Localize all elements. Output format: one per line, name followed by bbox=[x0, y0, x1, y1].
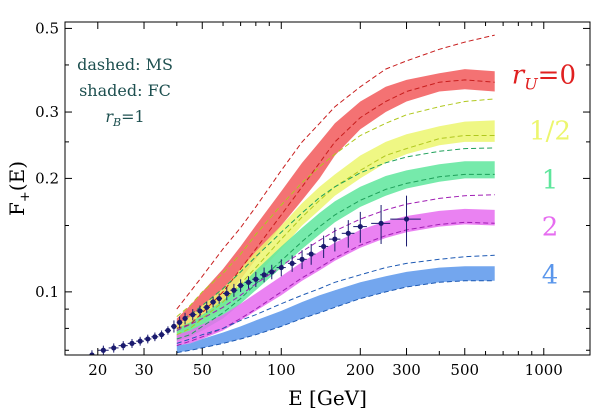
data-point bbox=[341, 220, 355, 248]
data-point bbox=[244, 276, 253, 289]
bands-layer bbox=[176, 69, 495, 353]
band-4 bbox=[176, 266, 495, 353]
data-point bbox=[329, 227, 341, 252]
y-tick-label: 0.1 bbox=[35, 283, 59, 301]
ticks-layer: 20 30 50 100 200 300 500 1000 0.1 0.2 0.3 0.5 bbox=[35, 19, 590, 379]
data-point bbox=[85, 350, 98, 355]
data-point bbox=[306, 243, 316, 265]
data-point bbox=[252, 271, 260, 288]
data-point bbox=[297, 250, 307, 269]
plot-frame bbox=[64, 21, 591, 356]
data-point bbox=[151, 332, 159, 342]
x-tick-label: 20 bbox=[88, 361, 107, 379]
data-point bbox=[127, 338, 137, 348]
data-point bbox=[170, 320, 177, 333]
data-point bbox=[287, 255, 297, 272]
dashed-upper-0 bbox=[176, 34, 495, 310]
dashed-upper-4 bbox=[176, 254, 495, 344]
data-point bbox=[164, 326, 171, 335]
annotation-shaded: shaded: FC bbox=[79, 81, 171, 100]
x-axis-label: E [GeV] bbox=[288, 386, 367, 410]
data-point bbox=[144, 334, 152, 344]
dashed-lower-4 bbox=[176, 280, 495, 354]
data-point bbox=[188, 309, 197, 321]
data-points-layer bbox=[85, 195, 421, 355]
data-point bbox=[353, 211, 367, 243]
data-point bbox=[237, 279, 244, 292]
x-tick-label: 300 bbox=[392, 361, 421, 379]
x-tick-label: 100 bbox=[267, 361, 296, 379]
series-label-0: rU=0 bbox=[512, 60, 576, 93]
dashed-upper-3 bbox=[176, 194, 495, 331]
series-label-1: 1/2 bbox=[529, 116, 571, 146]
data-point bbox=[196, 305, 204, 317]
series-labels: rU=0 1/2 1 2 4 bbox=[512, 60, 576, 290]
data-point bbox=[318, 235, 329, 258]
data-point bbox=[230, 283, 238, 297]
data-point bbox=[216, 293, 223, 304]
dashed-lower-2 bbox=[176, 173, 495, 340]
data-point bbox=[276, 259, 286, 277]
data-point bbox=[182, 312, 188, 325]
data-point bbox=[267, 264, 276, 280]
data-point bbox=[223, 287, 231, 301]
dashed-lower-3 bbox=[176, 221, 495, 347]
series-label-2: 1 bbox=[542, 165, 559, 195]
dashed-lower-1 bbox=[176, 135, 495, 336]
data-point bbox=[203, 301, 210, 313]
data-point bbox=[97, 345, 109, 355]
x-tick-label: 30 bbox=[134, 361, 153, 379]
dashed-upper-1 bbox=[176, 98, 495, 317]
data-point bbox=[371, 205, 391, 244]
x-tick-label: 1000 bbox=[525, 361, 563, 379]
data-point bbox=[136, 336, 145, 346]
series-label-3: 2 bbox=[542, 212, 559, 242]
annotation-rb: rB=1 bbox=[105, 107, 144, 129]
data-point bbox=[260, 267, 268, 283]
y-tick-label: 0.2 bbox=[35, 169, 59, 187]
y-axis-label: F+(E) bbox=[5, 161, 33, 216]
x-tick-label: 500 bbox=[450, 361, 479, 379]
y-tick-label: 0.5 bbox=[35, 19, 59, 37]
data-point bbox=[118, 341, 128, 351]
data-point bbox=[108, 343, 119, 353]
data-point bbox=[158, 330, 165, 339]
series-label-4: 4 bbox=[542, 260, 559, 290]
y-tick-label: 0.3 bbox=[35, 103, 59, 121]
data-point bbox=[209, 296, 217, 308]
x-tick-label: 200 bbox=[346, 361, 375, 379]
dashed-lower-0 bbox=[176, 79, 495, 329]
data-point bbox=[390, 195, 421, 247]
annotation-dashed: dashed: MS bbox=[77, 55, 173, 74]
data-point bbox=[176, 316, 183, 329]
x-tick-label: 50 bbox=[193, 361, 212, 379]
